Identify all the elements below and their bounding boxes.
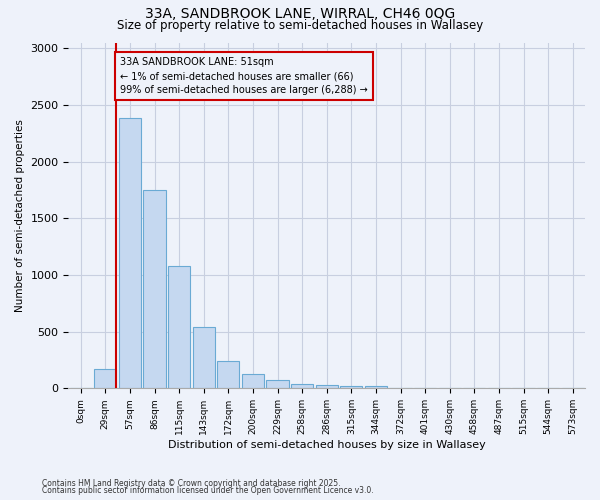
Bar (143, 190, 166, 388)
Y-axis label: Number of semi-detached properties: Number of semi-detached properties (15, 119, 25, 312)
Bar (242, 374, 264, 388)
Text: Contains public sector information licensed under the Open Government Licence v3: Contains public sector information licen… (42, 486, 374, 495)
Bar (168, 266, 190, 388)
Bar (217, 361, 239, 388)
Text: Size of property relative to semi-detached houses in Wallasey: Size of property relative to semi-detach… (117, 18, 483, 32)
Text: 33A, SANDBROOK LANE, WIRRAL, CH46 0QG: 33A, SANDBROOK LANE, WIRRAL, CH46 0QG (145, 8, 455, 22)
Text: Contains HM Land Registry data © Crown copyright and database right 2025.: Contains HM Land Registry data © Crown c… (42, 478, 341, 488)
Bar (340, 386, 362, 388)
Bar (266, 380, 289, 388)
Bar (94, 368, 116, 388)
Bar (291, 384, 313, 388)
Bar (193, 327, 215, 388)
Text: 33A SANDBROOK LANE: 51sqm
← 1% of semi-detached houses are smaller (66)
99% of s: 33A SANDBROOK LANE: 51sqm ← 1% of semi-d… (120, 57, 368, 95)
X-axis label: Distribution of semi-detached houses by size in Wallasey: Distribution of semi-detached houses by … (168, 440, 485, 450)
Bar (316, 385, 338, 388)
Bar (119, 118, 141, 388)
Bar (365, 386, 387, 388)
